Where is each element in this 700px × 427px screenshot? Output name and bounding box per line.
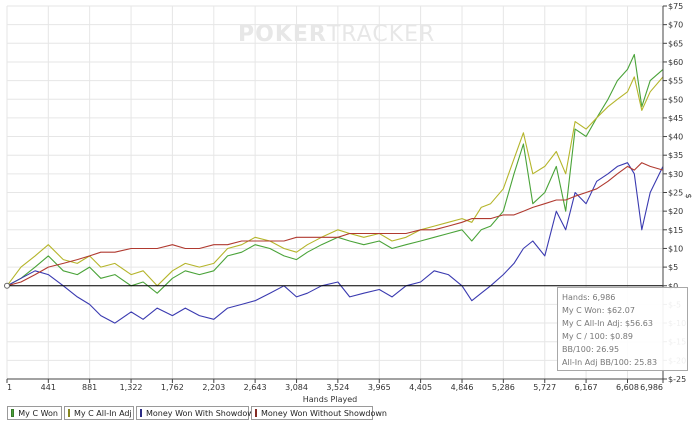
legend-swatch [11,409,15,417]
stat-my-c-allin-adj: My C All-In Adj: $56.63 [562,319,653,328]
y-tick-label: $60 [668,58,683,67]
grid [6,5,664,380]
y-tick-label: $70 [668,21,683,30]
y-tick-label: $10 [668,244,683,253]
y-tick-label: $20 [668,207,683,216]
x-tick-label: 1 [7,383,12,392]
y-tick-label: $15 [668,226,683,235]
y-tick-label: $50 [668,95,683,104]
x-tick-label: 3,084 [285,383,308,392]
y-tick-label: $25 [668,189,683,198]
x-tick-label: 2,203 [202,383,225,392]
x-tick-label: 6,608 [616,383,639,392]
x-tick-label: 5,727 [533,383,556,392]
x-tick-label: 441 [41,383,56,392]
legend-label: My C Won [18,408,58,418]
x-tick-label: 5,286 [492,383,515,392]
y-tick-label: $55 [668,77,683,86]
x-axis-title: Hands Played [303,395,357,404]
y-tick-label: $5 [668,263,678,272]
y-tick-label: $40 [668,133,683,142]
stat-hands: Hands: 6,986 [562,293,616,302]
legend-item-my-c-won[interactable]: My C Won [7,406,62,420]
y-tick-label: $45 [668,114,683,123]
x-tick-label: 3,524 [326,383,349,392]
legend-swatch [255,409,257,417]
x-tick-label: 2,643 [244,383,267,392]
start-marker [4,282,10,289]
series-lines [6,53,664,324]
stats-summary-box: Hands: 6,986 My C Won: $62.07 My C All-I… [557,287,688,371]
y-tick-label: $30 [668,170,683,179]
stat-allin-adj-bb-per-100: All-In Adj BB/100: 25.83 [562,358,658,367]
legend-item-my-c-all-in-adj[interactable]: My C All-In Adj [64,406,134,420]
series-line-money-won-with-showdown [6,162,664,324]
x-tick-label: 1,322 [120,383,143,392]
legend-swatch [68,409,70,417]
series-line-money-won-without-showdown [6,162,664,287]
y-tick-label: $75 [668,2,683,11]
stat-my-c-per-100: My C / 100: $0.89 [562,332,633,341]
legend-item-money-won-with-showdown[interactable]: Money Won With Showdown [136,406,259,420]
x-tick-label: 6,986 [640,383,663,392]
stat-my-c-won: My C Won: $62.07 [562,306,635,315]
legend-item-money-won-without-showdown[interactable]: Money Won Without Showdown [251,406,387,420]
x-tick-label: 6,167 [575,383,598,392]
stat-bb-per-100: BB/100: 26.95 [562,345,620,354]
series-line-my-c-all-in-adj [6,76,664,287]
x-tick-label: 881 [82,383,97,392]
y-tick-label: $65 [668,39,683,48]
x-tick-label: 3,965 [368,383,391,392]
x-tick-label: 4,846 [451,383,474,392]
legend-swatch [140,409,142,417]
y-axis-title: $ [684,193,693,198]
y-tick-label: $35 [668,151,683,160]
legend-label: My C All-In Adj [74,408,132,418]
y-tick-label: $0 [668,282,678,291]
legend-label: Money Won With Showdown [146,408,259,418]
x-tick-label: 1,762 [161,383,184,392]
y-tick-label: $-25 [668,375,686,384]
x-tick-label: 4,405 [409,383,432,392]
legend-label: Money Won Without Showdown [261,408,387,418]
series-line-my-c-won [6,53,664,294]
